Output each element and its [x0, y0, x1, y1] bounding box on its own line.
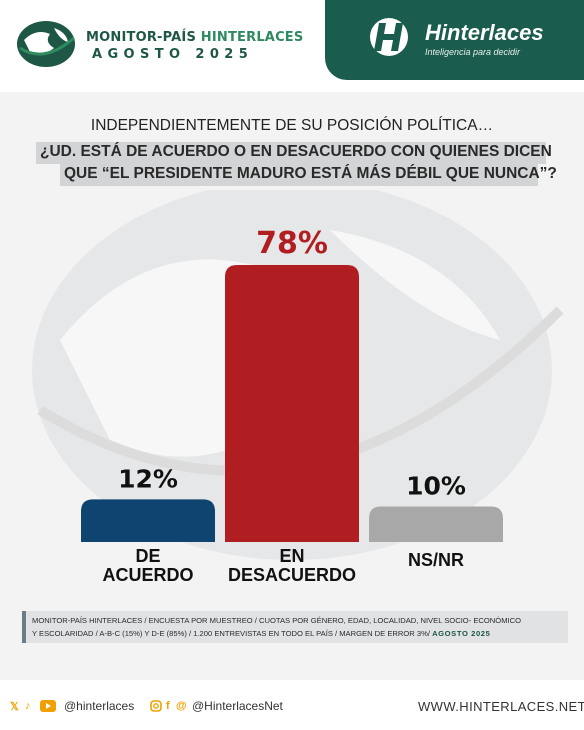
methodology-line-2-text: Y ESCOLARIDAD / A-B-C (15%) Y D-E (85%) …	[32, 629, 430, 638]
website-link[interactable]: WWW.HINTERLACES.NET	[418, 699, 584, 714]
brand-name: Hinterlaces	[425, 20, 544, 45]
methodology-date: AGOSTO 2025	[432, 629, 491, 638]
facebook-icon[interactable]: f	[166, 700, 170, 712]
threads-icon[interactable]: @	[176, 700, 187, 712]
methodology-line-1: MONITOR-PAÍS HINTERLACES / ENCUESTA POR …	[32, 616, 522, 625]
header-title: MONITOR-PAÍS HINTERLACES	[86, 30, 303, 45]
footer-bar	[0, 680, 584, 730]
bar-chart: 12% DE ACUERDO 78% EN DESACUERDO 10% NS/NR	[81, 226, 503, 585]
methodology-note	[22, 611, 568, 643]
value-label-de-acuerdo: 12%	[118, 464, 178, 493]
x-icon[interactable]: 𝕏	[10, 701, 19, 713]
category-label-en-desacuerdo: EN DESACUERDO	[228, 546, 356, 585]
category-label-ns-nr: NS/NR	[408, 550, 464, 570]
question-highlight-2	[60, 164, 538, 186]
brand-panel	[325, 0, 584, 80]
header-subtitle: AGOSTO 2025	[92, 47, 254, 62]
methodology-line-2: Y ESCOLARIDAD / A-B-C (15%) Y D-E (85%) …	[32, 629, 490, 638]
bar-ns-nr	[369, 506, 503, 542]
globe-logo-icon	[17, 21, 75, 67]
value-label-en-desacuerdo: 78%	[256, 226, 328, 261]
question-highlight-1	[36, 142, 546, 164]
category-label-de-acuerdo: DE ACUERDO	[102, 546, 193, 585]
question-line-2: QUE “EL PRESIDENTE MADURO ESTÁ MÁS DÉBIL…	[64, 165, 557, 182]
bar-de-acuerdo	[81, 499, 215, 542]
bar-en-desacuerdo	[225, 265, 359, 542]
question-line-1: ¿UD. ESTÁ DE ACUERDO O EN DESACUERDO CON…	[40, 143, 552, 160]
social-handle-2[interactable]: @HinterlacesNet	[192, 699, 283, 713]
question-intro: INDEPENDIENTEMENTE DE SU POSICIÓN POLÍTI…	[90, 117, 494, 134]
value-label-ns-nr: 10%	[406, 471, 466, 500]
youtube-icon[interactable]	[40, 700, 56, 712]
header-title-part2: HINTERLACES	[200, 30, 304, 45]
instagram-icon[interactable]	[150, 700, 162, 712]
methodology-note-accent	[22, 611, 26, 643]
header-title-part1: MONITOR-PAÍS	[86, 30, 197, 45]
brand-tagline: Inteligencia para decidir	[425, 47, 521, 57]
social-handle-1[interactable]: @hinterlaces	[64, 699, 135, 713]
brand-h-logo-icon	[370, 18, 408, 56]
tiktok-icon[interactable]: ♪	[25, 700, 31, 712]
